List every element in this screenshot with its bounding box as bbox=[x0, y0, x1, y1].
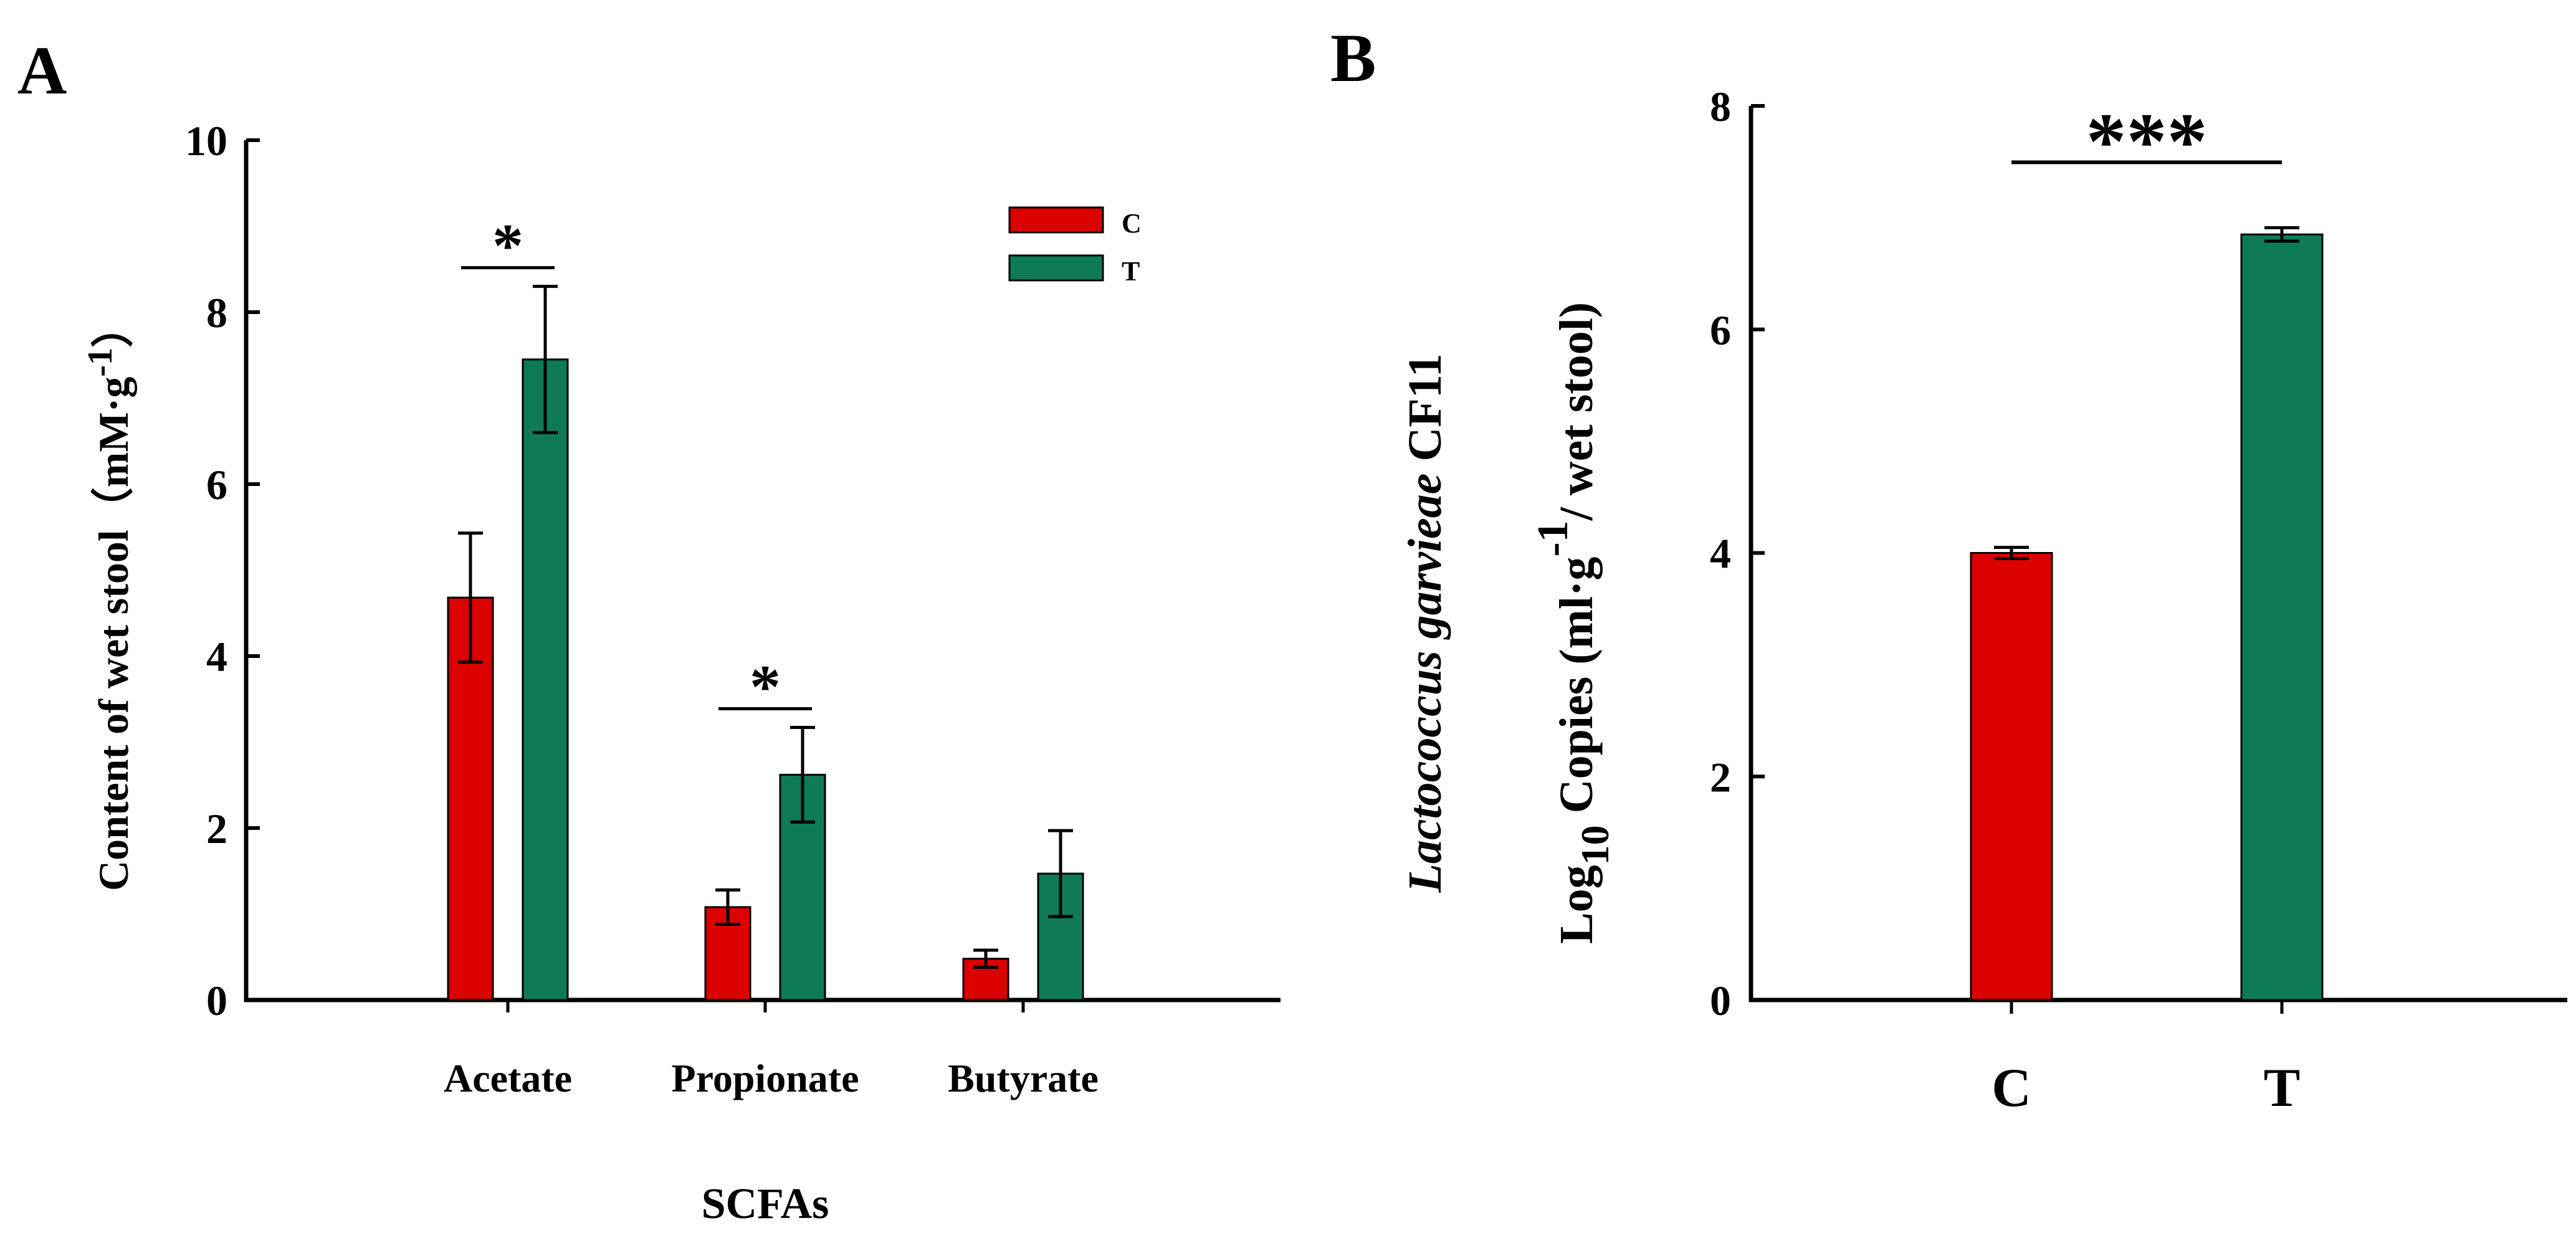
category-label-propionate: Propionate bbox=[671, 1056, 859, 1100]
panel-a-annotations: ** bbox=[461, 211, 812, 722]
panel-b-y-ticks: 0 2 4 6 8 bbox=[1710, 83, 1765, 1024]
panel-b-category-label-t: T bbox=[2264, 1058, 2301, 1118]
panel-a-category-labels: Acetate Propionate Butyrate bbox=[444, 1056, 1099, 1100]
panel-b-axes bbox=[1748, 106, 2567, 1002]
panel-b-y-tick-label-2: 2 bbox=[1710, 753, 1731, 801]
panel-b-y-axis-title-log: Log bbox=[1550, 865, 1603, 944]
category-label-butyrate: Butyrate bbox=[948, 1056, 1099, 1100]
panel-a-y-tick-label-10: 10 bbox=[185, 117, 227, 164]
panel-b-y-axis-title-end: / wet stool) bbox=[1550, 302, 1603, 521]
panel-b-y-axis-title-copies: Copies (ml·g bbox=[1550, 557, 1603, 826]
panel-b-y-axis-title-line2: Log10 Copies (ml·g-1/ wet stool) bbox=[1529, 302, 1617, 944]
panel-b-bar-t bbox=[2240, 233, 2324, 1001]
panel-a-x-axis-title: SCFAs bbox=[702, 1180, 829, 1228]
panel-a-y-axis-title-superscript: -1 bbox=[81, 348, 120, 377]
panel-b-category-label-c: C bbox=[1992, 1058, 2031, 1118]
legend-label-t: T bbox=[1122, 256, 1140, 287]
legend-swatch-t bbox=[1008, 254, 1104, 282]
panel-b-y-tick-label-8: 8 bbox=[1710, 83, 1731, 130]
significance-marker-propionate: * bbox=[750, 652, 781, 722]
legend-swatch-c bbox=[1008, 206, 1104, 234]
panel-a-y-tick-label-6: 6 bbox=[206, 461, 227, 508]
panel-b-y-tick-label-4: 4 bbox=[1710, 530, 1731, 578]
panel-b-y-axis-title-log-subscript: 10 bbox=[1573, 825, 1617, 865]
panel-a-axes bbox=[244, 140, 1281, 1002]
panel-b-y-tick-label-0: 0 bbox=[1710, 977, 1731, 1024]
panel-a-y-tick-label-0: 0 bbox=[206, 977, 227, 1024]
panel-a-bars bbox=[447, 285, 1084, 1012]
significance-marker-acetate: * bbox=[492, 211, 523, 280]
panel-a-y-axis-title-main: Content of wet stool（mM·g bbox=[90, 377, 137, 891]
panel-a-y-axis-title: Content of wet stool（mM·g-1） bbox=[81, 305, 137, 891]
panel-a-y-tick-label-8: 8 bbox=[206, 289, 227, 336]
bar-t-acetate bbox=[522, 358, 569, 1001]
panel-b-y-tick-label-6: 6 bbox=[1710, 307, 1731, 354]
category-label-acetate: Acetate bbox=[444, 1056, 572, 1100]
panel-a-y-tick-label-4: 4 bbox=[206, 633, 227, 680]
panel-a-y-axis-title-close: ） bbox=[90, 305, 137, 348]
panel-a-label: A bbox=[17, 32, 67, 108]
panel-b-y-axis-title-species: Lactococcus garvieae bbox=[1399, 473, 1451, 893]
panel-a-y-ticks: 0 2 4 6 8 10 bbox=[185, 117, 260, 1024]
panel-b-annotations: *** bbox=[2011, 97, 2282, 187]
panel-b-y-axis-title-strain: CF11 bbox=[1399, 353, 1451, 473]
panel-b-y-axis-title-superscript: -1 bbox=[1529, 520, 1577, 556]
panel-b-label: B bbox=[1330, 20, 1376, 96]
panel-b-bar-c bbox=[1970, 552, 2053, 1001]
panel-a-y-tick-label-2: 2 bbox=[206, 805, 227, 852]
panel-b-significance-marker: *** bbox=[2086, 97, 2208, 187]
panel-b-bars bbox=[1970, 226, 2324, 1014]
panel-b-y-axis-title-line1: Lactococcus garvieae CF11 bbox=[1399, 353, 1451, 893]
panel-a-legend: C T bbox=[1008, 206, 1142, 287]
legend-label-c: C bbox=[1122, 208, 1142, 239]
